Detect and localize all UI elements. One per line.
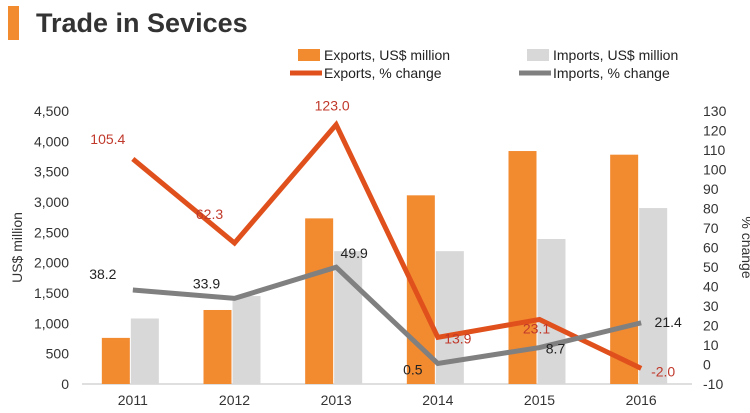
data-labels: 105.4 62.3 123.0 13.9 23.1 -2.0 38.2 33.9 49.9 0.… — [89, 98, 682, 380]
y2-tick-label: 60 — [703, 240, 719, 256]
y2-tick-label: 0 — [703, 357, 711, 373]
legend-imports-bar-swatch — [527, 49, 549, 61]
y-tick-label: 4,000 — [34, 133, 69, 149]
y2-tick-label: 20 — [703, 318, 719, 334]
y2-tick-label: 10 — [703, 337, 719, 353]
legend-exports-line-label: Exports, % change — [324, 65, 442, 81]
y2-tick-label: 120 — [703, 123, 727, 139]
y2-tick-label: 130 — [703, 103, 727, 119]
y2-tick-label: 90 — [703, 181, 719, 197]
exports-change-label: 13.9 — [444, 330, 471, 346]
imports-bar — [334, 251, 363, 384]
legend-imports-bar-label: Imports, US$ million — [553, 47, 678, 63]
x-tick-label: 2014 — [422, 392, 453, 408]
exports-change-label: 23.1 — [523, 320, 550, 336]
y2-tick-label: -10 — [703, 376, 723, 392]
exports-change-label: 123.0 — [315, 98, 350, 114]
legend-exports-bar-swatch — [298, 49, 320, 61]
imports-change-label: 0.5 — [403, 362, 423, 378]
exports-change-line — [131, 120, 643, 371]
exports-bar — [203, 309, 232, 384]
imports-change-line — [132, 264, 642, 367]
exports-bar — [610, 154, 639, 384]
y-tick-label: 0 — [61, 376, 69, 392]
imports-bar — [130, 318, 159, 384]
legend-imports-line-label: Imports, % change — [553, 65, 670, 81]
y2-tick-label: 70 — [703, 220, 719, 236]
legend: Exports, US$ million Imports, US$ million… — [290, 47, 678, 81]
x-tick-label: 2013 — [321, 392, 352, 408]
imports-change-label: 21.4 — [655, 314, 682, 330]
lines — [131, 120, 643, 371]
exports-bar — [406, 195, 435, 384]
y2-tick-label: 50 — [703, 259, 719, 275]
y-tick-label: 500 — [46, 346, 70, 362]
y-axis-title: US$ million — [9, 212, 25, 283]
exports-change-label: 62.3 — [196, 206, 223, 222]
y2-tick-label: 110 — [703, 142, 726, 158]
y-tick-label: 2,000 — [34, 255, 69, 271]
y-tick-label: 1,000 — [34, 315, 69, 331]
imports-change-label: 8.7 — [546, 341, 566, 357]
exports-bar — [101, 337, 130, 384]
title-accent-bar — [8, 6, 19, 40]
exports-bar — [508, 151, 537, 384]
y2-tick-label: 100 — [703, 162, 727, 178]
x-tick-label: 2015 — [524, 392, 555, 408]
axes: 05001,0001,5002,0002,5003,0003,5004,0004… — [9, 103, 750, 408]
page-title: Trade in Sevices — [36, 8, 248, 38]
imports-bar — [232, 296, 261, 384]
x-tick-label: 2012 — [219, 392, 250, 408]
y2-tick-label: 40 — [703, 279, 719, 295]
y-tick-label: 2,500 — [34, 224, 69, 240]
y2-tick-label: 30 — [703, 298, 719, 314]
imports-change-label: 33.9 — [193, 275, 220, 291]
x-tick-label: 2011 — [118, 392, 148, 408]
exports-bar — [305, 218, 334, 384]
y-tick-label: 4,500 — [34, 103, 69, 119]
bars — [101, 151, 668, 384]
y2-tick-label: 80 — [703, 201, 719, 217]
y-tick-label: 3,500 — [34, 164, 69, 180]
y-tick-label: 1,500 — [34, 285, 69, 301]
y2-axis-title: % change — [739, 216, 750, 278]
y-tick-label: 3,000 — [34, 194, 69, 210]
imports-bar — [537, 239, 566, 384]
x-tick-label: 2016 — [626, 392, 657, 408]
imports-change-label: 49.9 — [341, 245, 368, 261]
legend-exports-bar-label: Exports, US$ million — [324, 47, 450, 63]
imports-change-label: 38.2 — [89, 266, 116, 282]
exports-change-label: 105.4 — [90, 131, 125, 147]
imports-bar — [639, 208, 668, 384]
exports-change-label: -2.0 — [651, 363, 675, 379]
